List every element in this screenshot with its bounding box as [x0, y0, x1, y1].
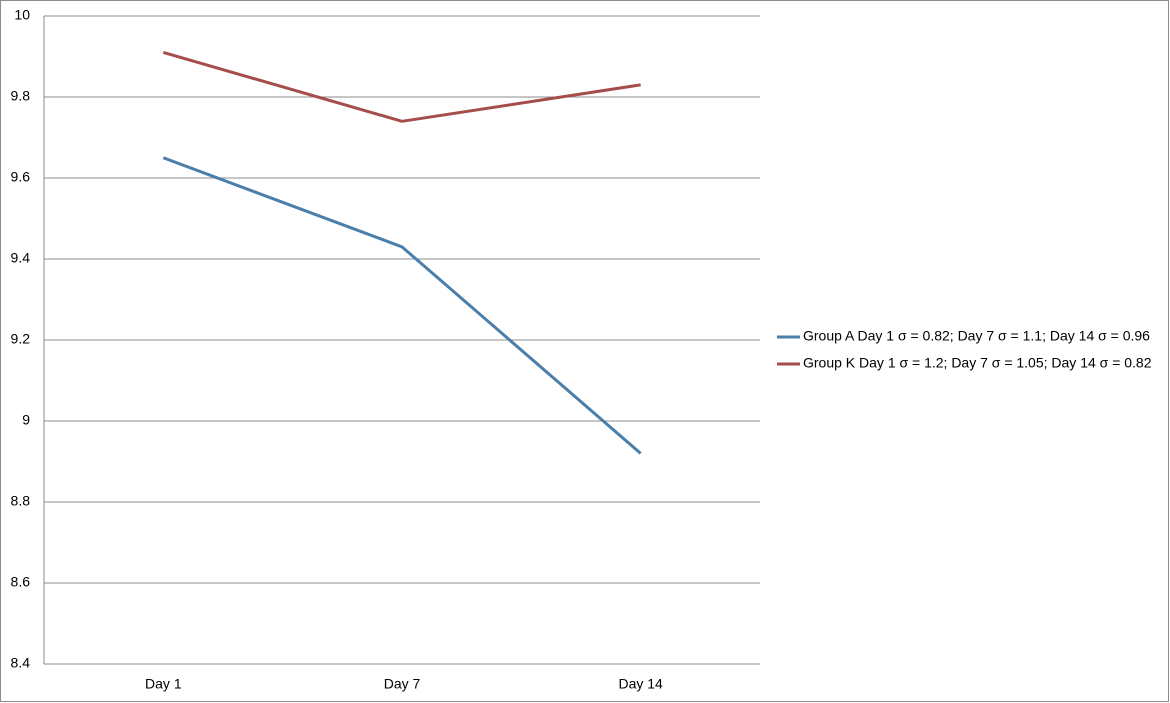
y-tick-label: 9.4 [11, 250, 31, 266]
y-tick-label: 9.2 [11, 331, 31, 347]
x-tick-label: Day 1 [145, 676, 182, 692]
y-tick-label: 9.8 [11, 88, 31, 104]
y-tick-label: 8.6 [11, 574, 31, 590]
y-tick-label: 10 [14, 7, 30, 23]
y-tick-label: 9.6 [11, 169, 31, 185]
y-tick-label: 8.8 [11, 493, 31, 509]
series-line [162, 51, 641, 123]
x-tick-label: Day 7 [384, 676, 421, 692]
legend-label: Group K Day 1 σ = 1.2; Day 7 σ = 1.05; D… [803, 355, 1152, 371]
y-tick-label: 8.4 [11, 655, 31, 671]
legend-label: Group A Day 1 σ = 0.82; Day 7 σ = 1.1; D… [803, 328, 1150, 344]
y-tick-label: 9 [22, 412, 30, 428]
x-tick-label: Day 14 [618, 676, 663, 692]
series-line [162, 156, 642, 455]
